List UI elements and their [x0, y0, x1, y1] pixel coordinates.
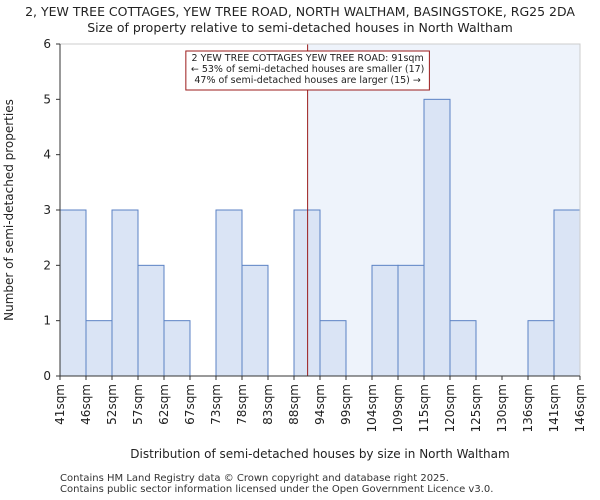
histogram-bar — [293, 209, 321, 377]
footer-licence: Contains public sector information licen… — [60, 484, 494, 495]
x-tick-label: 99sqm — [339, 384, 353, 425]
y-tick-label: 0 — [43, 369, 51, 383]
x-tick-label: 109sqm — [391, 384, 405, 432]
x-tick-label: 67sqm — [183, 384, 197, 425]
histogram-bar — [137, 264, 165, 377]
x-tick-label: 146sqm — [573, 384, 587, 432]
x-tick-label: 78sqm — [235, 384, 249, 425]
x-tick-label: 130sqm — [495, 384, 509, 432]
x-tick-label: 141sqm — [547, 384, 561, 432]
x-tick-label: 94sqm — [313, 384, 327, 425]
histogram-bar — [371, 264, 399, 377]
y-tick-label: 4 — [43, 148, 51, 162]
histogram-bar — [397, 264, 425, 377]
x-tick-label: 88sqm — [287, 384, 301, 425]
y-tick-label: 5 — [43, 92, 51, 106]
x-tick-label: 136sqm — [521, 384, 535, 432]
annotation-text-line: ← 53% of semi-detached houses are smalle… — [191, 64, 425, 75]
chart-subtitle: Size of property relative to semi-detach… — [87, 20, 513, 35]
histogram-bar — [423, 98, 451, 377]
annotation-text-line: 2 YEW TREE COTTAGES YEW TREE ROAD: 91sqm — [192, 53, 424, 64]
histogram-bar — [319, 320, 347, 377]
y-tick-label: 2 — [43, 258, 51, 272]
histogram-bar — [553, 209, 581, 377]
y-axis-label: Number of semi-detached properties — [2, 99, 16, 321]
histogram-bar — [527, 320, 555, 377]
x-tick-label: 125sqm — [469, 384, 483, 432]
y-tick-label: 1 — [43, 314, 51, 328]
x-tick-label: 104sqm — [365, 384, 379, 432]
annotation-box — [185, 50, 430, 91]
histogram-bar — [111, 209, 139, 377]
footer-copyright: Contains HM Land Registry data © Crown c… — [60, 473, 449, 484]
x-tick-label: 41sqm — [53, 384, 67, 425]
histogram-bar — [215, 209, 243, 377]
annotation-text-line: 47% of semi-detached houses are larger (… — [194, 75, 421, 86]
histogram-bar — [241, 264, 269, 377]
x-tick-label: 62sqm — [157, 384, 171, 425]
histogram-bar — [59, 209, 87, 377]
chart-title: 2, YEW TREE COTTAGES, YEW TREE ROAD, NOR… — [25, 4, 575, 19]
x-tick-label: 46sqm — [79, 384, 93, 425]
x-tick-label: 57sqm — [131, 384, 145, 425]
x-tick-label: 120sqm — [443, 384, 457, 432]
y-tick-label: 6 — [43, 37, 51, 51]
x-tick-label: 73sqm — [209, 384, 223, 425]
y-tick-label: 3 — [43, 203, 51, 217]
histogram-bar — [449, 320, 477, 377]
histogram-bar — [85, 320, 113, 377]
histogram-bar — [163, 320, 191, 377]
x-tick-label: 115sqm — [417, 384, 431, 432]
x-tick-label: 83sqm — [261, 384, 275, 425]
x-axis-label: Distribution of semi-detached houses by … — [130, 447, 509, 461]
x-tick-label: 52sqm — [105, 384, 119, 425]
